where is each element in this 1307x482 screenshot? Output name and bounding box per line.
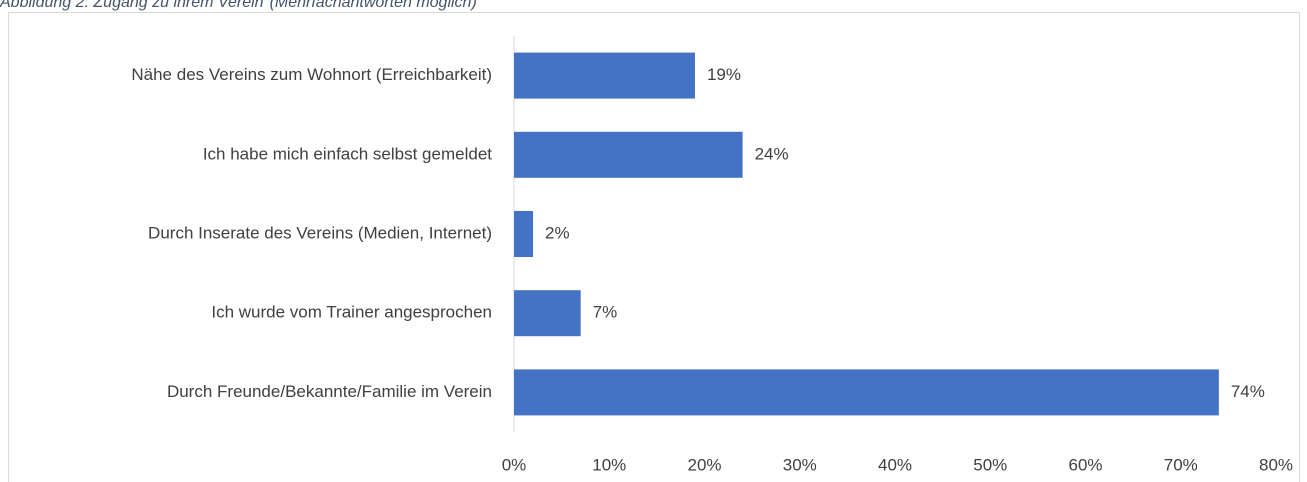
bar — [514, 131, 743, 178]
data-label: 7% — [593, 303, 618, 322]
x-tick-label: 20% — [687, 455, 721, 474]
data-label: 74% — [1231, 382, 1265, 401]
x-tick-label: 50% — [973, 455, 1007, 474]
x-tick-label: 10% — [592, 455, 626, 474]
bar — [514, 369, 1219, 416]
bar — [514, 290, 581, 337]
x-tick-label: 80% — [1259, 455, 1293, 474]
data-label: 19% — [707, 65, 741, 84]
y-tick-label: Ich habe mich einfach selbst gemeldet — [203, 144, 492, 163]
x-tick-label: 30% — [783, 455, 817, 474]
x-tick-label: 0% — [502, 455, 527, 474]
x-tick-label: 60% — [1068, 455, 1102, 474]
bar — [514, 52, 695, 99]
subtitle: (Mehrfachantworten möglich) — [270, 0, 477, 11]
bar — [514, 211, 534, 257]
chart-border — [8, 12, 1300, 482]
y-tick-label: Nähe des Vereins zum Wohnort (Erreichbar… — [131, 65, 492, 84]
y-tick-label: Ich wurde vom Trainer angesprochen — [211, 303, 492, 322]
y-tick-label: Durch Inserate des Vereins (Medien, Inte… — [148, 223, 492, 242]
data-label: 2% — [545, 223, 570, 242]
chart-title: Abbildung 2: Zugang zu ihrem Verein (Mehr… — [0, 0, 477, 11]
x-tick-label: 40% — [878, 455, 912, 474]
data-label: 24% — [755, 144, 789, 163]
x-tick-label: 70% — [1164, 455, 1198, 474]
title: Abbildung 2: Zugang zu ihrem Verein — [0, 0, 264, 11]
y-tick-label: Durch Freunde/Bekannte/Familie im Verein — [167, 382, 492, 401]
